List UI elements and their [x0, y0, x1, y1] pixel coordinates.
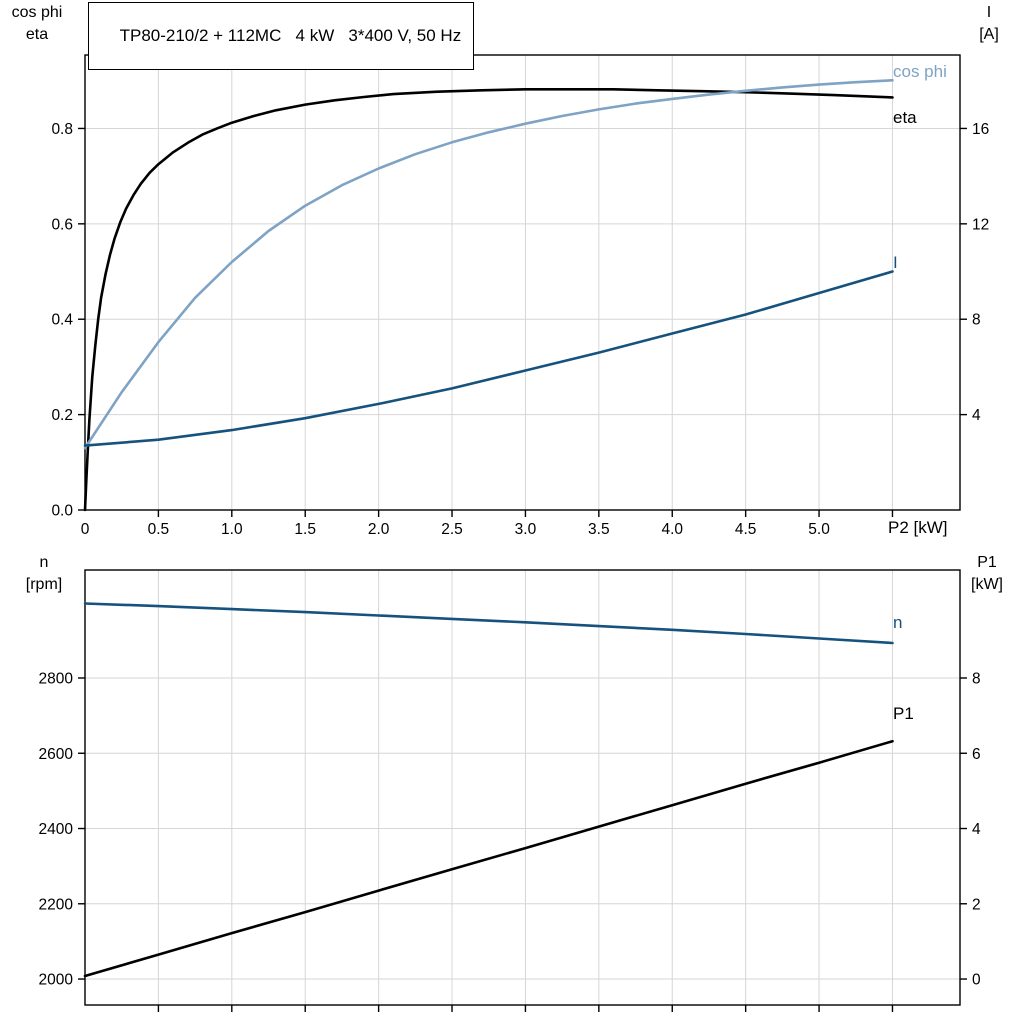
plot-frame	[84, 569, 961, 1006]
x-axis-tick-label: 2.0	[368, 521, 390, 538]
x-axis-tick-label: 4.5	[735, 521, 757, 538]
curve-eta	[83, 88, 894, 512]
axis-title-current: I	[986, 4, 992, 21]
chart-title: TP80-210/2 + 112MC 4 kW 3*400 V, 50 Hz	[119, 26, 462, 45]
x-axis-tick-label: 4.0	[661, 521, 683, 538]
axis-title-speed-unit: [rpm]	[25, 576, 63, 593]
left-axis-tick-label: 2600	[39, 746, 74, 763]
axis-title-p1-unit: [kW]	[971, 576, 1003, 593]
left-axis-tick-label: 0.0	[51, 503, 73, 520]
right-axis-tick-label: 0	[972, 972, 981, 989]
top-chart: 0.0 0.2 0.4 0.6 0.8 4 8 12 16 0 0.5 1.0 1.5 2.0 2.5 3.0…	[51, 54, 989, 538]
label-n: n	[893, 613, 902, 632]
right-axis-tick-label: 16	[972, 121, 989, 138]
axis-title-speed: n	[39, 554, 49, 571]
axis-title-eta: eta	[25, 26, 49, 43]
plot-frame	[84, 54, 961, 511]
x-axis-tick-label: 2.5	[441, 521, 463, 538]
x-axis-tick-label: 1.5	[294, 521, 316, 538]
bottom-right-axis-title: P1 [kW]	[956, 552, 1018, 596]
left-axis-tick-label: 2000	[39, 972, 74, 989]
x-axis-tick-label: 0	[81, 521, 90, 538]
right-axis-tick-label: 4	[972, 821, 981, 838]
label-p2-kw-: P2 [kW]	[888, 518, 948, 537]
left-axis-tick-label: 2200	[39, 896, 74, 913]
x-axis-tick-label: 3.5	[588, 521, 610, 538]
left-axis-tick-label: 2400	[39, 821, 74, 838]
label-cos-phi: cos phi	[893, 62, 947, 81]
top-right-axis-title: I [A]	[960, 2, 1018, 46]
left-axis-tick-label: 0.4	[51, 312, 73, 329]
chart-title-box: TP80-210/2 + 112MC 4 kW 3*400 V, 50 Hz	[88, 2, 475, 70]
bottom-chart: 2000 2200 2400 2600 2800 0 2 4 6 8 n P1	[39, 569, 981, 1012]
axis-title-p1: P1	[977, 554, 997, 571]
label-i: I	[893, 253, 898, 272]
curve-i	[83, 270, 894, 447]
curve-cos-phi	[83, 79, 894, 450]
label-eta: eta	[893, 108, 917, 127]
axis-title-current-unit: [A]	[979, 26, 999, 43]
curve-n	[83, 602, 894, 645]
x-axis-tick-label: 1.0	[221, 521, 243, 538]
label-p1: P1	[893, 704, 914, 723]
right-axis-tick-label: 12	[972, 216, 989, 233]
bottom-left-axis-title: n [rpm]	[8, 552, 80, 596]
axis-title-cos-phi: cos phi	[11, 4, 63, 21]
right-axis-tick-label: 8	[972, 312, 981, 329]
right-axis-tick-label: 4	[972, 407, 981, 424]
curve-p1	[83, 739, 894, 978]
left-axis-tick-label: 0.2	[51, 407, 73, 424]
left-axis-tick-label: 0.6	[51, 216, 73, 233]
left-axis-tick-label: 2800	[39, 670, 74, 687]
top-left-axis-title: cos phi eta	[4, 2, 70, 46]
x-axis-tick-label: 5.0	[808, 521, 830, 538]
right-axis-tick-label: 6	[972, 746, 981, 763]
right-axis-tick-label: 8	[972, 670, 981, 687]
x-axis-tick-label: 3.0	[515, 521, 537, 538]
left-axis-tick-label: 0.8	[51, 121, 73, 138]
x-axis-tick-label: 0.5	[148, 521, 170, 538]
right-axis-tick-label: 2	[972, 896, 981, 913]
